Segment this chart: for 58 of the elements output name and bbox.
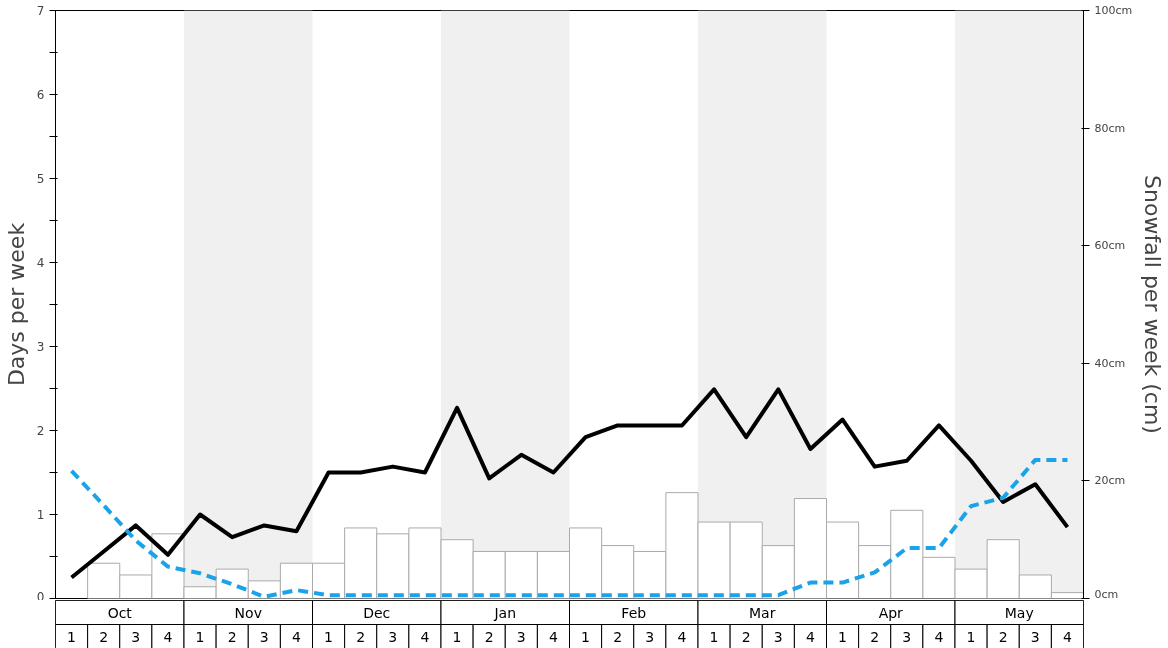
x-tick-label: 4: [548, 628, 558, 645]
x-tick-label: 2: [227, 628, 237, 645]
y-tick-label: 7: [36, 4, 45, 18]
x-tick-label: 2: [870, 628, 880, 645]
x-tick-label: 1: [966, 628, 976, 645]
x-tick-label: 4: [291, 628, 301, 645]
y-axis-title: Days per week: [3, 222, 29, 387]
text: Apr: [878, 604, 904, 621]
x-tick-label: 2: [998, 628, 1008, 645]
text: Feb: [621, 604, 647, 621]
x-tick-label: 4: [163, 628, 173, 645]
x-tick-label: 4: [420, 628, 430, 645]
x-tick-label: 3: [645, 628, 655, 645]
x-tick-label: 1: [452, 628, 462, 645]
line-series: [69, 457, 1070, 599]
y-tick-label: 6: [36, 88, 45, 102]
y-tick-label: 3: [36, 340, 45, 354]
x-tick-label: 3: [516, 628, 526, 645]
y-tick-label: 0: [36, 589, 45, 604]
y-tick-label: 2: [36, 424, 45, 438]
y2-tick-label: 0cm: [1094, 587, 1119, 601]
x-tick-label: 2: [99, 628, 109, 645]
y2-tick-label: 20cm: [1094, 474, 1126, 488]
text: May: [1004, 604, 1034, 621]
y2-tick-label: 100cm: [1094, 4, 1133, 17]
y-tick-label: 5: [36, 172, 45, 186]
x-tick-label: 3: [773, 628, 783, 645]
x-tick-label: 4: [1062, 628, 1072, 645]
x-tick-label: 1: [581, 628, 591, 645]
x-tick-label: 4: [934, 628, 944, 645]
y2-tick-label: 40cm: [1094, 356, 1126, 370]
y-tick-label: 1: [36, 508, 45, 522]
y-tick-label: 4: [36, 256, 45, 270]
y2-tick-label: 80cm: [1094, 121, 1126, 135]
x-tick-label: 3: [131, 628, 141, 645]
x-tick-label: 3: [388, 628, 398, 645]
x-tick-label: 1: [324, 628, 334, 645]
x-tick-label: 3: [259, 628, 269, 645]
y2-tick-label: 60cm: [1094, 239, 1126, 253]
x-tick-label: 2: [356, 628, 366, 645]
line-series: [69, 387, 1070, 580]
x-tick-label: 1: [195, 628, 205, 645]
x-tick-label: 2: [741, 628, 751, 645]
x-tick-label: 4: [677, 628, 687, 645]
text: Nov: [234, 604, 262, 621]
text: Mar: [749, 604, 776, 621]
x-tick-label: 2: [484, 628, 494, 645]
text: Jan: [493, 604, 517, 621]
text: Dec: [363, 604, 391, 621]
x-tick-label: 4: [805, 628, 815, 645]
x-tick-label: 1: [838, 628, 848, 645]
x-tick-label: 1: [67, 628, 77, 645]
x-tick-label: 3: [902, 628, 912, 645]
text: Oct: [107, 604, 133, 621]
y2-axis-title: Snowfall per week (cm): [1140, 175, 1166, 434]
x-tick-label: 1: [709, 628, 719, 645]
x-tick-label: 2: [613, 628, 623, 645]
x-tick-label: 3: [1030, 628, 1040, 645]
